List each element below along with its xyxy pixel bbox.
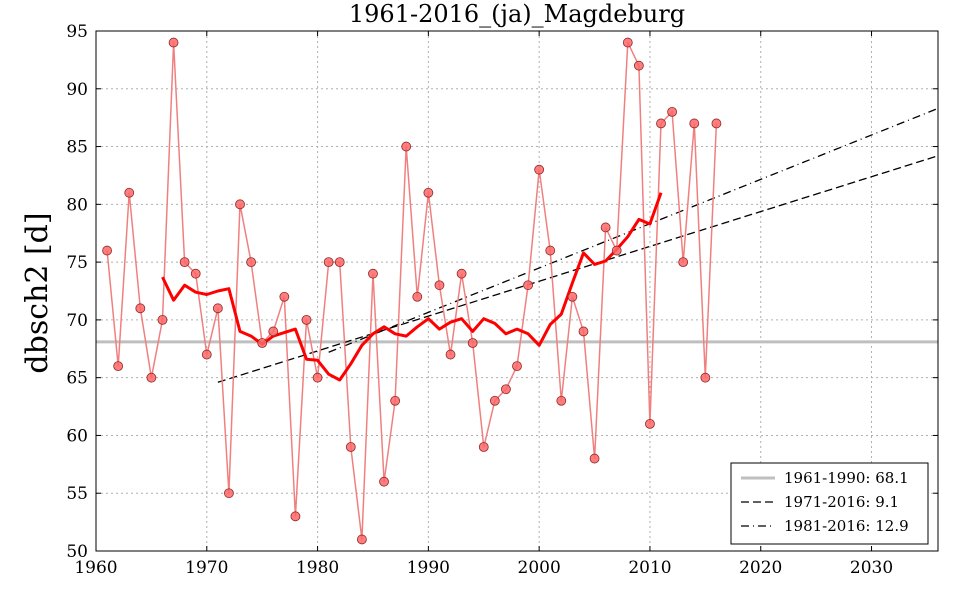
data-point (667, 106, 678, 117)
data-point (578, 326, 589, 337)
y-tick-label: 95 (66, 22, 88, 42)
legend-label: 1981-2016: 12.9 (784, 517, 909, 535)
data-point (168, 37, 179, 48)
data-point (146, 372, 157, 383)
data-point (290, 511, 301, 522)
y-tick-label: 50 (66, 542, 88, 562)
data-point (501, 384, 511, 395)
data-point (224, 488, 234, 499)
data-point (113, 361, 124, 372)
data-point (179, 257, 190, 268)
data-point (478, 442, 489, 452)
x-tick-label: 1980 (296, 558, 339, 578)
chart-title: 1961-2016_(ja)_Magdeburg (349, 0, 685, 28)
data-point (190, 268, 201, 279)
data-point (512, 361, 522, 372)
data-point (600, 222, 611, 233)
data-point (279, 291, 290, 302)
data-point (345, 442, 356, 452)
data-point (268, 326, 279, 337)
legend: 1961-1990: 68.1 1971-2016: 9.1 1981-2016: … (730, 462, 929, 545)
legend-label: 1971-2016: 9.1 (784, 493, 899, 511)
data-point (368, 268, 378, 279)
data-point (434, 280, 445, 291)
y-tick-label: 55 (66, 484, 88, 504)
data-point (201, 349, 212, 360)
reference-lines (96, 107, 939, 383)
data-point (423, 187, 434, 198)
data-point (489, 395, 500, 406)
plot-frame (95, 30, 939, 552)
data-point (157, 314, 168, 325)
series-smoothed-line (161, 192, 663, 382)
marker-layer (102, 37, 722, 545)
data-point (534, 164, 545, 175)
y-tick-label: 85 (66, 138, 88, 158)
x-tick-label: 2020 (739, 558, 782, 578)
y-tick-label: 75 (66, 253, 88, 273)
data-point (312, 372, 323, 383)
data-point (257, 338, 268, 348)
series-layer (106, 42, 718, 540)
data-point (645, 418, 655, 429)
y-tick-label: 80 (66, 195, 88, 215)
data-point (390, 395, 401, 406)
y-tick-label: 60 (66, 426, 88, 446)
legend-label: 1961-1990: 68.1 (784, 469, 909, 487)
data-point (412, 291, 423, 302)
data-point (711, 118, 722, 129)
data-point (323, 257, 334, 268)
data-point (678, 257, 689, 268)
series-annual-line (106, 42, 718, 540)
data-point (633, 60, 644, 71)
x-tick-label: 2000 (518, 558, 561, 578)
x-tick-label: 1960 (74, 558, 117, 578)
data-point (356, 534, 367, 545)
y-tick-label: 90 (66, 80, 88, 100)
x-tick-label: 2010 (628, 558, 671, 578)
data-point (235, 199, 245, 210)
x-tick-label: 2030 (850, 558, 893, 578)
data-point (379, 476, 389, 487)
data-point (334, 257, 345, 268)
data-point (467, 338, 478, 348)
data-point (445, 349, 456, 360)
y-tick-label: 65 (66, 369, 88, 389)
data-point (589, 453, 600, 464)
data-point (656, 118, 666, 129)
data-point (556, 395, 567, 406)
data-point (567, 291, 578, 302)
data-point (456, 268, 467, 279)
data-point (401, 141, 412, 152)
data-point (124, 187, 135, 198)
tick-layer: 1960 1970 1980 1990 2000 2010 2020 2030 50 55 60 65… (66, 22, 938, 578)
y-axis-label: dbsch2 [d] (20, 212, 55, 373)
data-point (135, 303, 146, 314)
x-tick-label: 1970 (185, 558, 228, 578)
data-point (689, 118, 700, 129)
y-tick-label: 70 (66, 311, 88, 331)
data-point (301, 314, 312, 325)
data-point (102, 245, 112, 256)
data-point (545, 245, 556, 256)
data-point (523, 280, 533, 291)
data-point (611, 245, 622, 256)
x-tick-label: 1990 (407, 558, 450, 578)
data-point (700, 372, 711, 383)
data-point (622, 37, 633, 48)
data-point (246, 257, 257, 268)
data-point (212, 303, 223, 314)
